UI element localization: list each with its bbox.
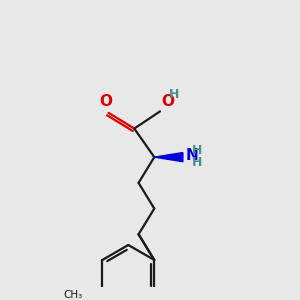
Text: H: H: [192, 144, 202, 157]
Text: N: N: [185, 148, 198, 163]
Text: H: H: [192, 156, 202, 169]
Polygon shape: [154, 153, 183, 162]
Text: O: O: [161, 94, 174, 109]
Text: CH₃: CH₃: [64, 290, 83, 300]
Text: H: H: [169, 88, 179, 100]
Text: O: O: [99, 94, 112, 110]
